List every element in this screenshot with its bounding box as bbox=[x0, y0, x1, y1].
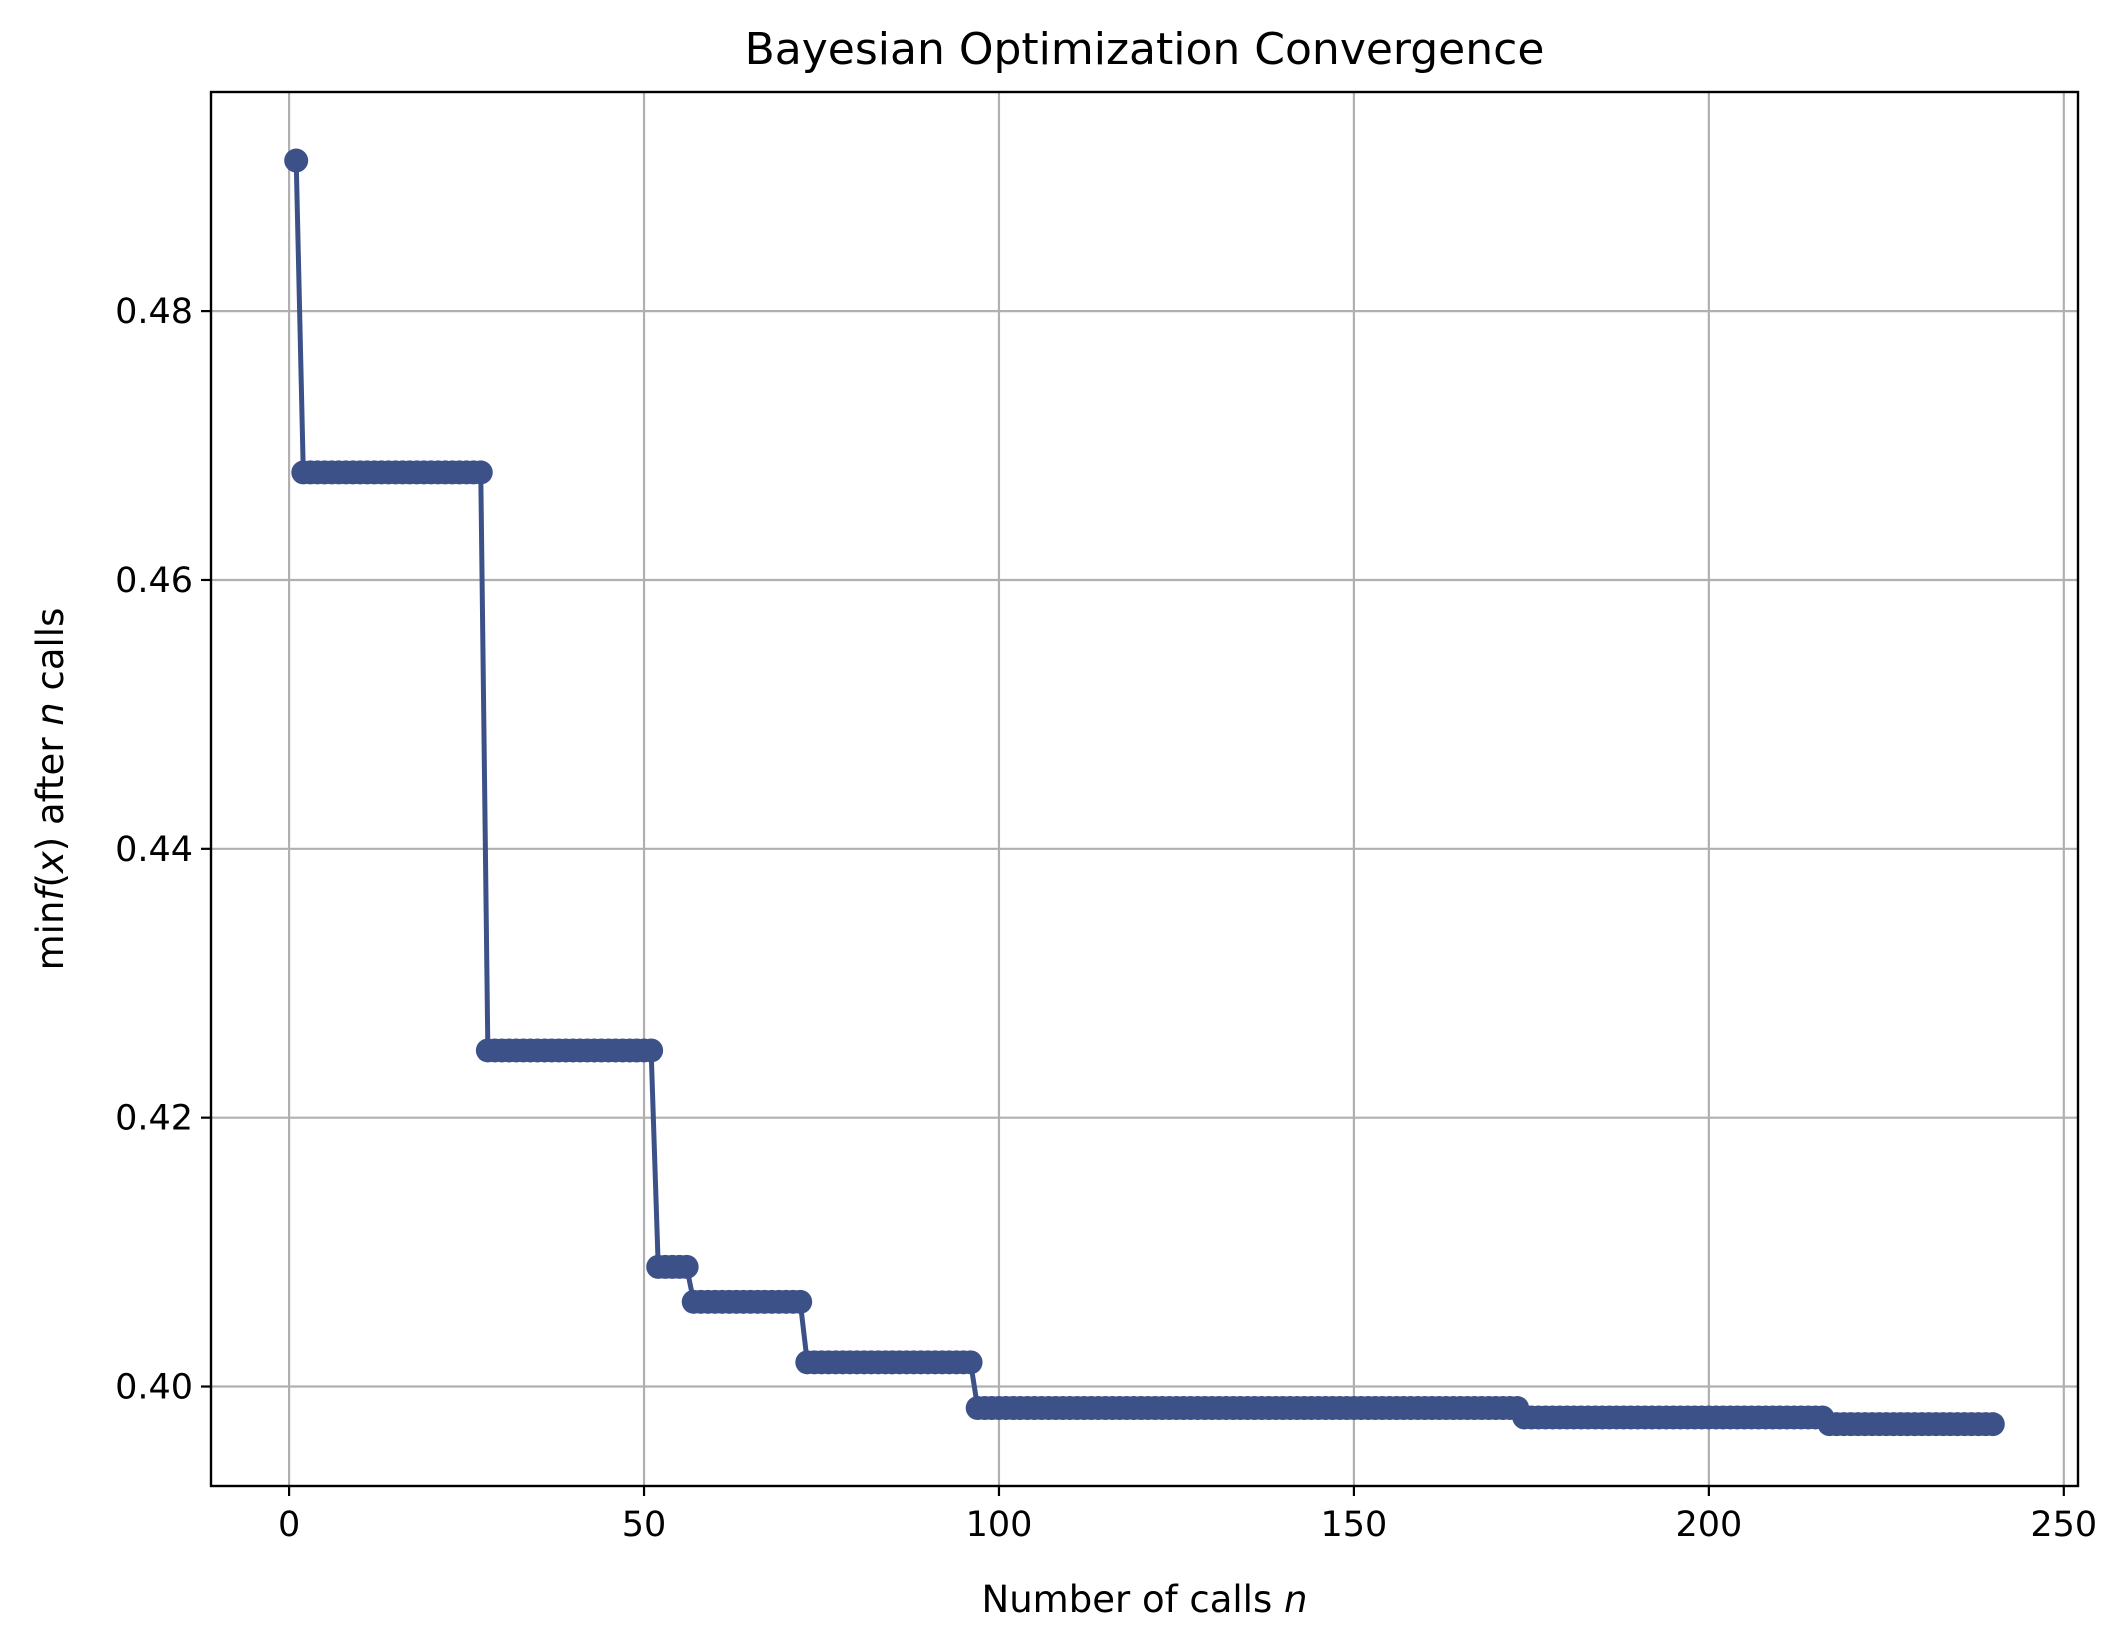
y-axis-label-after: after bbox=[29, 726, 72, 837]
y-tick-label: 0.42 bbox=[115, 1099, 193, 1139]
x-axis-label-main: Number of calls bbox=[982, 1578, 1284, 1621]
data-point bbox=[788, 1289, 813, 1314]
y-axis-label: minf(x) after n calls bbox=[29, 608, 72, 971]
y-tick-label: 0.44 bbox=[115, 830, 193, 870]
x-tick-label: 150 bbox=[1321, 1505, 1388, 1545]
axis-ticks: 0 50 100 150 200 250 0.40 0.42 0.44 0.46 0.48 bbox=[115, 292, 2097, 1545]
convergence-series bbox=[284, 148, 2005, 1437]
y-tick-label: 0.40 bbox=[115, 1368, 193, 1408]
data-point bbox=[468, 460, 493, 485]
x-tick-label: 250 bbox=[2030, 1505, 2097, 1545]
y-axis-label-x: x bbox=[29, 850, 72, 874]
y-axis-label-open-paren: ( bbox=[29, 873, 72, 887]
chart-title: Bayesian Optimization Convergence bbox=[745, 24, 1545, 75]
data-point bbox=[639, 1038, 664, 1063]
x-tick-label: 50 bbox=[622, 1505, 667, 1545]
x-tick-label: 200 bbox=[1675, 1505, 1742, 1545]
data-point bbox=[674, 1254, 699, 1279]
y-tick-label: 0.46 bbox=[115, 561, 193, 601]
y-axis-label-calls: calls bbox=[29, 608, 72, 703]
data-point bbox=[284, 148, 309, 173]
grid-lines bbox=[211, 92, 2078, 1486]
y-axis-label-close-paren: ) bbox=[29, 837, 72, 851]
x-axis-label-n: n bbox=[1284, 1578, 1307, 1621]
plot-frame bbox=[209, 90, 2080, 1488]
y-axis-label-min: min bbox=[29, 901, 72, 971]
y-axis-label-n: n bbox=[29, 702, 72, 725]
x-tick-label: 100 bbox=[966, 1505, 1033, 1545]
x-tick-label: 0 bbox=[278, 1505, 300, 1545]
x-axis-label: Number of calls n bbox=[982, 1578, 1308, 1621]
data-point bbox=[958, 1350, 983, 1375]
data-point bbox=[1980, 1412, 2005, 1437]
y-tick-label: 0.48 bbox=[115, 292, 193, 332]
